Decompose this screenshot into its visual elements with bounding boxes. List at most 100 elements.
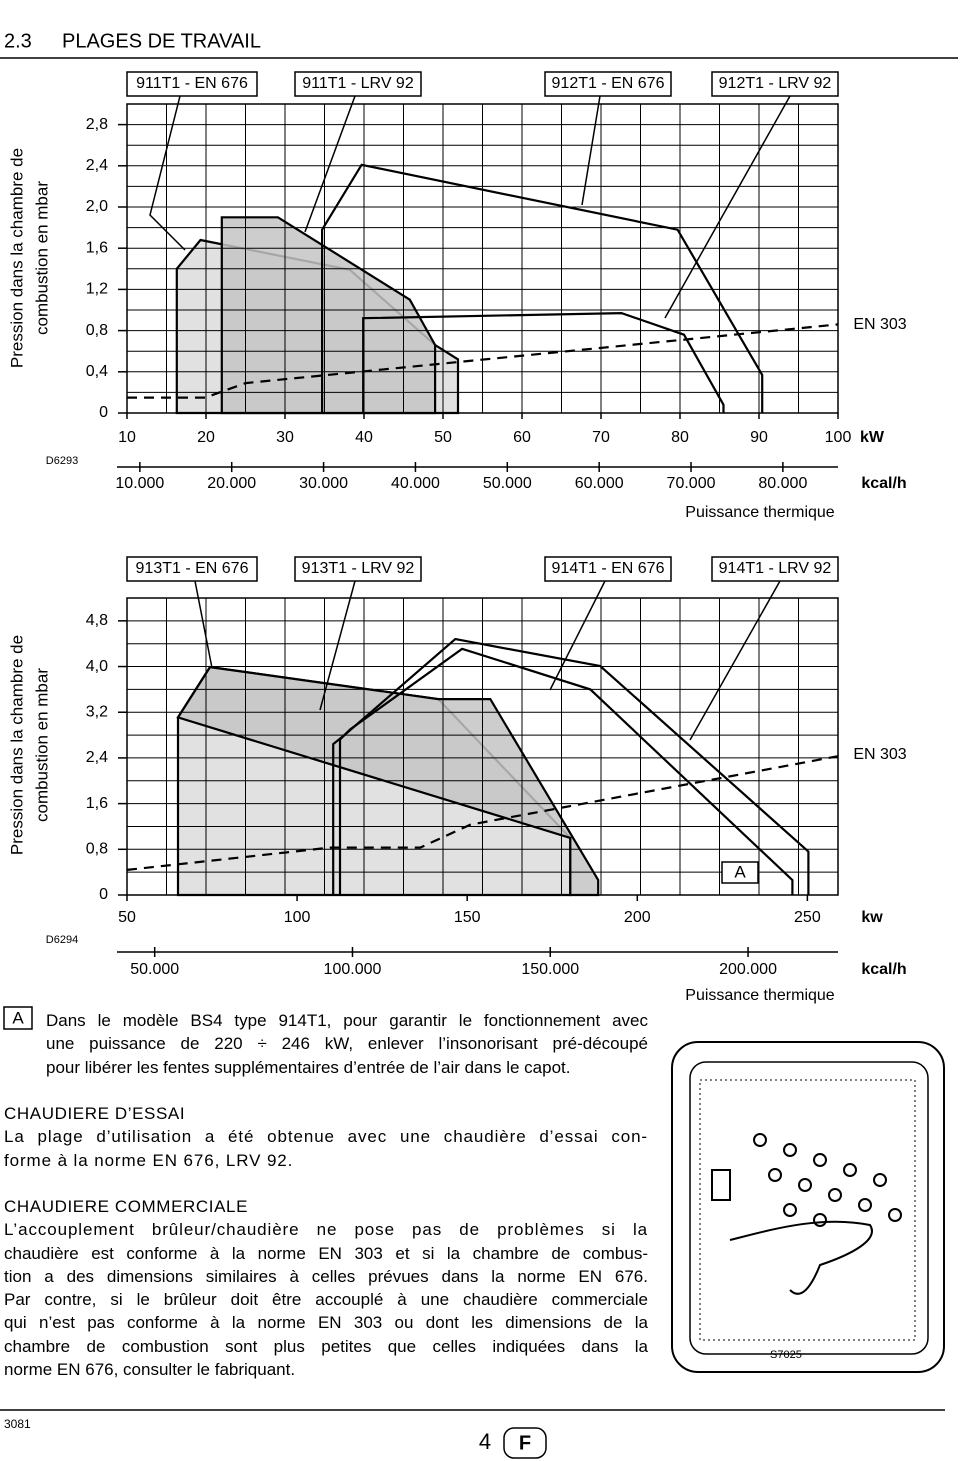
text-line: norme EN 676, consulter le fabriquant. [4,1360,296,1380]
y-tick-label: 0,4 [86,363,108,380]
legend-label: 914T1 - EN 676 [552,560,665,577]
x-tick-label: 200 [624,909,651,926]
legend-label: 912T1 - LRV 92 [719,75,832,92]
plot-frame [126,103,839,414]
leader-line [549,580,606,691]
language-box [503,1427,547,1459]
x2-tick-label: 30.000 [299,475,348,492]
note-line: une puissance de 220 ÷ 246 kW, enlever l… [46,1034,648,1054]
x-unit: kw [861,909,883,926]
leader-line [319,580,356,711]
x-tick-label: 50 [118,909,136,926]
x2-tick-label: 50.000 [130,961,179,978]
section-title: PLAGES DE TRAVAIL [62,30,261,52]
leader-line [664,95,791,319]
reference-label: EN 303 [853,316,906,333]
x-tick-label: 80 [671,429,689,446]
x2-unit: kcal/h [861,475,906,492]
note-marker: A [12,1008,24,1027]
footer-doc: 3081 [4,1417,31,1431]
x2-tick-label: 150.000 [521,961,579,978]
text-line: chambre de combustion sont plus petites … [4,1336,648,1356]
note-marker-box [3,1006,33,1030]
x2-tick-label: 60.000 [575,475,624,492]
figure-code: S7025 [770,1349,802,1361]
legend-box [711,71,839,97]
x-axis-title: Puissance thermique [685,504,835,521]
series-line [362,311,725,413]
test-boiler-section: CHAUDIERE D’ESSAI La plage d’utilisation… [4,1102,648,1172]
commercial-boiler-section: CHAUDIERE COMMERCIALE L’accouplement brû… [4,1195,648,1381]
section-heading: CHAUDIERE D’ESSAI [4,1104,186,1123]
text-line: chaudière est conforme à la norme EN 303… [4,1243,648,1263]
x2-tick-label: 100.000 [324,961,382,978]
x-tick-label: 30 [276,429,294,446]
y-axis-title: combustion en mbar [32,181,51,335]
section-heading: CHAUDIERE COMMERCIALE [4,1197,249,1216]
x-tick-label: 250 [794,909,821,926]
y-tick-label: 1,6 [86,239,108,256]
text-line: L’accouplement brûleur/chaudière ne pose… [4,1220,648,1240]
legend-label: 911T1 - LRV 92 [302,75,414,92]
x2-tick-label: 200.000 [719,961,777,978]
leader-line [689,580,781,741]
page-number: 4 [479,1429,491,1454]
y-tick-label: 1,6 [86,795,108,812]
x-axis-title: Puissance thermique [685,987,835,1004]
text-line: forme à la norme EN 676, LRV 92. [4,1150,294,1170]
text-line: qui n’est pas conforme à la norme EN 303… [4,1313,648,1333]
y-tick-label: 0 [99,886,108,903]
y-tick-label: 0,8 [86,841,108,858]
note-line: Dans le modèle BS4 type 914T1, pour gara… [46,1011,648,1030]
legend-box [294,71,422,97]
chart-code: D6293 [46,455,78,467]
x-tick-label: 70 [592,429,610,446]
y-tick-label: 4,8 [86,612,108,629]
annotation-box [721,861,759,884]
note-line: pour libérer les fentes supplémentaires … [46,1057,571,1077]
plot-frame [126,597,839,896]
x2-tick-label: 20.000 [207,475,256,492]
x-unit: kW [860,429,885,446]
section-number: 2.3 [4,30,32,52]
legend-label: 912T1 - EN 676 [552,75,665,92]
legend-box [294,556,422,582]
x2-tick-label: 40.000 [391,475,440,492]
y-tick-label: 1,2 [86,281,108,298]
y-tick-label: 2,8 [86,116,108,133]
y-tick-label: 2,4 [86,749,108,766]
x2-tick-label: 50.000 [483,475,532,492]
reference-label: EN 303 [853,746,906,763]
legend-box [126,556,258,582]
series-line [321,163,764,413]
leader-line [581,95,601,206]
legend-label: 913T1 - LRV 92 [302,560,415,577]
x2-tick-label: 80.000 [758,475,807,492]
text-line: tion a des dimensions similaires à celle… [4,1266,648,1286]
y-tick-label: 3,2 [86,703,108,720]
y-axis-title: combustion en mbar [32,668,51,822]
leader-line [304,95,356,233]
x2-tick-label: 10.000 [115,475,164,492]
y-tick-label: 2,0 [86,198,108,215]
text-line: Par contre, si le brûleur doit être acco… [4,1290,648,1310]
y-tick-label: 0 [99,404,108,421]
x-tick-label: 100 [284,909,311,926]
x-tick-label: 90 [750,429,768,446]
chart-code: D6294 [46,934,78,946]
y-tick-label: 4,0 [86,658,108,675]
leader-line [149,95,186,251]
legend-box [544,71,672,97]
y-tick-label: 0,8 [86,322,108,339]
series-line [126,755,839,871]
annotation: A [734,862,746,881]
x-tick-label: 150 [454,909,481,926]
language: F [519,1432,531,1454]
leader-line [194,580,213,669]
x-tick-label: 60 [513,429,531,446]
x-tick-label: 20 [197,429,215,446]
series-line [332,637,810,895]
legend-box [126,71,258,97]
y-axis-title: Pression dans la chambre de [7,635,26,855]
